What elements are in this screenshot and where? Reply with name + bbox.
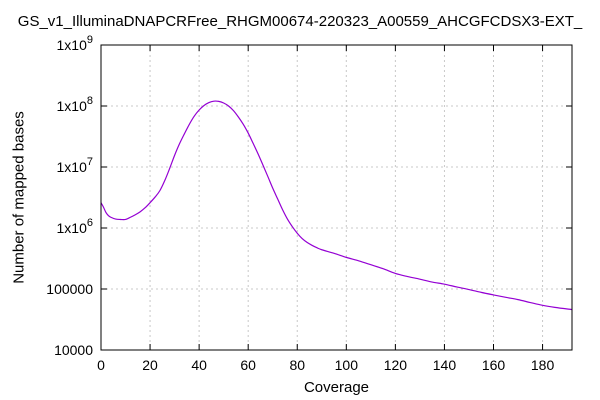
- x-tick-label: 140: [433, 357, 457, 373]
- x-tick-label: 160: [482, 357, 506, 373]
- y-tick-label: 1x109: [57, 34, 93, 53]
- x-axis-label: Coverage: [304, 379, 369, 396]
- y-tick-label: 1x107: [57, 156, 93, 175]
- x-tick-label: 20: [142, 357, 158, 373]
- grid-lines: [101, 45, 572, 350]
- tick-labels: 0 20 40 60 80 100 120 140 160 180 10000 100000 1x106…: [46, 34, 554, 373]
- series-layer: [100, 100, 573, 311]
- y-tick-label: 100000: [46, 281, 93, 297]
- tick-marks: [100, 44, 572, 351]
- y-tick-label: 1x106: [57, 217, 93, 236]
- x-tick-label: 100: [335, 357, 359, 373]
- x-tick-label: 60: [240, 357, 256, 373]
- x-tick-label: 80: [289, 357, 305, 373]
- x-tick-label: 120: [384, 357, 408, 373]
- chart-title: GS_v1_IlluminaDNAPCRFree_RHGM00674-22032…: [18, 13, 583, 30]
- plot-frame: [100, 44, 573, 351]
- y-axis-label: Number of mapped bases: [10, 111, 27, 284]
- x-tick-label: 180: [531, 357, 555, 373]
- y-tick-label: 1x108: [57, 95, 93, 114]
- x-tick-label: 0: [97, 357, 105, 373]
- series-line: [100, 100, 573, 311]
- y-tick-label: 10000: [54, 342, 93, 358]
- x-tick-label: 40: [191, 357, 207, 373]
